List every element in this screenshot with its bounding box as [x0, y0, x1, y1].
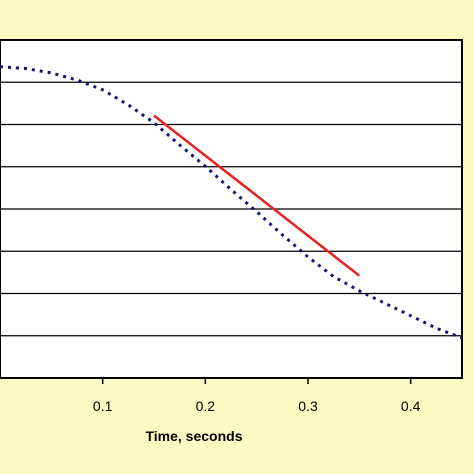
x-tick-label: 0.3: [298, 398, 318, 414]
x-tick-label: 0.2: [196, 398, 216, 414]
x-tick-label: 0.1: [93, 398, 113, 414]
x-tick-label: 0.4: [401, 398, 421, 414]
series-line-solid: [153, 114, 361, 277]
x-axis-title: Time, seconds: [145, 428, 242, 444]
grid-lines: [0, 81, 462, 337]
plot-frame: [0, 39, 463, 379]
x-axis-ticks: 0.1 0.2 0.3 0.4: [93, 378, 421, 414]
series-layer: [0, 65, 463, 340]
